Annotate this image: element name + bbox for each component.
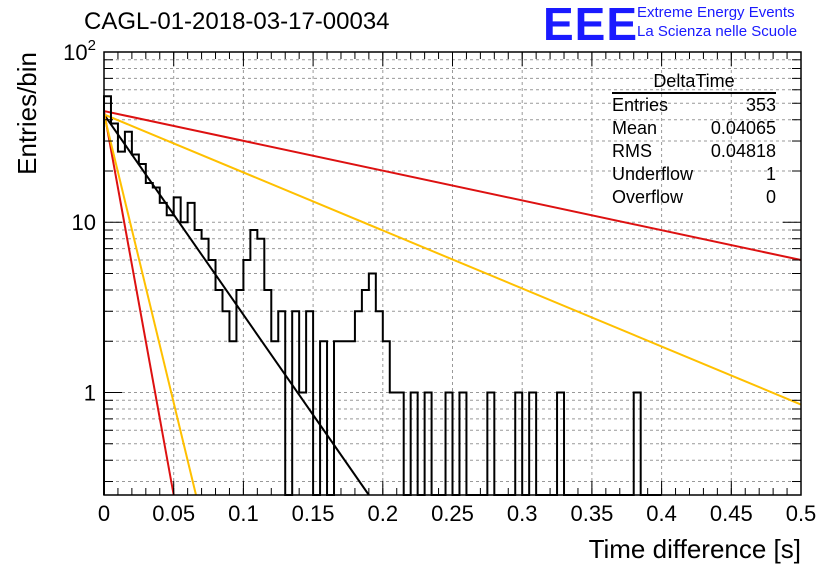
y-tick-label: 1 bbox=[84, 380, 96, 405]
stats-label: Mean bbox=[612, 118, 658, 138]
stats-value: 0 bbox=[765, 187, 776, 207]
x-tick-label: 0.35 bbox=[570, 501, 613, 526]
x-tick-label: 0.4 bbox=[646, 501, 677, 526]
stats-label: Entries bbox=[612, 95, 669, 115]
fit-line bbox=[103, 110, 802, 261]
fit-line bbox=[103, 113, 802, 406]
y-axis-title: Entries/bin bbox=[12, 52, 42, 175]
stats-row-overflow: Overflow 0 bbox=[612, 186, 776, 209]
x-tick-label: 0.5 bbox=[786, 501, 817, 526]
x-tick-label: 0.2 bbox=[368, 501, 399, 526]
stats-title: DeltaTime bbox=[612, 70, 776, 94]
logo-line-2: La Scienza nelle Scuole bbox=[637, 23, 798, 40]
x-tick-label: 0.45 bbox=[710, 501, 753, 526]
y-tick-label: 102 bbox=[63, 37, 96, 65]
stats-row-rms: RMS 0.04818 bbox=[612, 140, 776, 163]
stats-value: 353 bbox=[745, 95, 776, 115]
x-axis-title: Time difference [s] bbox=[589, 534, 801, 564]
logo-line-1: Extreme Energy Events bbox=[637, 4, 795, 21]
fit-line bbox=[103, 110, 175, 496]
histogram-bars bbox=[103, 95, 662, 496]
stats-row-entries: Entries 353 bbox=[612, 94, 776, 117]
tick-marks bbox=[103, 51, 802, 495]
stats-label: Overflow bbox=[612, 187, 684, 207]
stats-row-underflow: Underflow 1 bbox=[612, 163, 776, 186]
fit-line bbox=[103, 114, 197, 496]
x-tick-label: 0.1 bbox=[228, 501, 259, 526]
x-tick-label: 0.3 bbox=[507, 501, 538, 526]
tick-labels: 0 0.05 0.1 0.15 0.2 0.25 0.3 0.35 0.4 0.45 0.51101… bbox=[12, 37, 816, 564]
x-tick-label: 0 bbox=[98, 501, 110, 526]
stats-label: Underflow bbox=[612, 164, 694, 184]
stats-label: RMS bbox=[612, 141, 652, 161]
stats-value: 1 bbox=[765, 164, 776, 184]
stats-value: 0.04065 bbox=[710, 118, 776, 138]
x-tick-label: 0.05 bbox=[152, 501, 195, 526]
stats-box: DeltaTime Entries 353 Mean 0.04065 RMS 0… bbox=[612, 70, 776, 209]
x-tick-label: 0.15 bbox=[292, 501, 335, 526]
histogram-outline bbox=[103, 95, 662, 496]
stats-value: 0.04818 bbox=[710, 141, 776, 161]
y-tick-label: 10 bbox=[72, 210, 96, 235]
eee-logo: EEE bbox=[543, 0, 639, 50]
x-tick-label: 0.25 bbox=[431, 501, 474, 526]
chart-title: CAGL-01-2018-03-17-00034 bbox=[84, 8, 390, 35]
stats-row-mean: Mean 0.04065 bbox=[612, 117, 776, 140]
